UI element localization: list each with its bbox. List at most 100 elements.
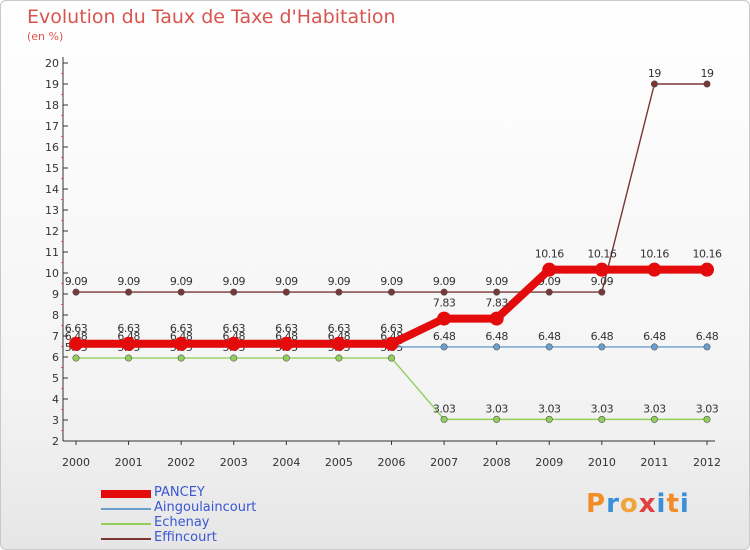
data-label: 9.09 bbox=[591, 275, 614, 288]
series-effincourt: 9.09 9.09 9.09 9.09 9.09 9.09 9.09 9.09 9.09 9.09… bbox=[65, 67, 714, 296]
data-label: 9.09 bbox=[275, 275, 298, 288]
x-tick-label: 2005 bbox=[325, 456, 353, 469]
data-point bbox=[226, 336, 241, 351]
data-point bbox=[650, 80, 658, 88]
data-label: 9.09 bbox=[170, 275, 193, 288]
x-tick-label: 2009 bbox=[535, 456, 563, 469]
data-point bbox=[384, 336, 399, 351]
data-point bbox=[335, 354, 343, 362]
data-label: 9.09 bbox=[380, 275, 403, 288]
data-point bbox=[121, 336, 136, 351]
data-label: 9.09 bbox=[223, 275, 246, 288]
y-tick-label: 6 bbox=[52, 351, 59, 364]
x-tick-label: 2002 bbox=[167, 456, 195, 469]
data-point bbox=[489, 311, 504, 326]
y-tick-label: 8 bbox=[52, 309, 59, 322]
x-tick-label: 2000 bbox=[62, 456, 90, 469]
data-point bbox=[387, 354, 395, 362]
y-tick-label: 10 bbox=[45, 267, 59, 280]
data-label: 6.63 bbox=[275, 322, 298, 335]
chart-title: Evolution du Taux de Taxe d'Habitation bbox=[27, 6, 396, 28]
y-tick-label: 11 bbox=[45, 246, 59, 259]
data-point bbox=[230, 288, 238, 296]
data-point bbox=[174, 336, 189, 351]
data-point bbox=[703, 415, 711, 423]
data-point bbox=[282, 354, 290, 362]
data-label: 10.16 bbox=[640, 248, 669, 261]
data-label: 6.63 bbox=[170, 322, 193, 335]
y-tick-label: 2 bbox=[52, 435, 59, 448]
x-tick-label: 2001 bbox=[115, 456, 143, 469]
x-tick-label: 2008 bbox=[483, 456, 511, 469]
data-point bbox=[230, 354, 238, 362]
data-label: 9.09 bbox=[433, 275, 456, 288]
x-tick-label: 2004 bbox=[272, 456, 300, 469]
legend-swatch bbox=[101, 508, 151, 510]
data-label: 6.63 bbox=[117, 322, 140, 335]
data-point bbox=[594, 262, 609, 277]
data-point bbox=[279, 336, 294, 351]
data-point bbox=[440, 288, 448, 296]
y-tick-label: 9 bbox=[52, 288, 59, 301]
data-point bbox=[545, 343, 553, 351]
data-label: 9.09 bbox=[328, 275, 351, 288]
legend-swatch bbox=[101, 523, 151, 525]
data-label: 3.03 bbox=[643, 402, 666, 415]
legend-item: Echenay bbox=[101, 515, 361, 531]
data-point bbox=[650, 343, 658, 351]
data-label: 7.83 bbox=[485, 297, 508, 310]
data-point bbox=[493, 343, 501, 351]
y-tick-label: 19 bbox=[45, 78, 59, 91]
data-point bbox=[598, 343, 606, 351]
data-label: 19 bbox=[701, 67, 714, 80]
data-label: 3.03 bbox=[485, 402, 508, 415]
data-point bbox=[493, 288, 501, 296]
data-point bbox=[542, 262, 557, 277]
data-label: 6.48 bbox=[643, 330, 666, 343]
data-point bbox=[72, 288, 80, 296]
brand-logo: Proxiti bbox=[586, 489, 690, 519]
data-label: 3.03 bbox=[696, 402, 719, 415]
y-tick-label: 13 bbox=[45, 204, 59, 217]
data-label: 10.16 bbox=[535, 248, 564, 261]
data-label: 3.03 bbox=[433, 402, 456, 415]
y-tick-label: 15 bbox=[45, 162, 59, 175]
y-tick-label: 3 bbox=[52, 414, 59, 427]
data-label: 3.03 bbox=[591, 402, 614, 415]
data-point bbox=[437, 311, 452, 326]
data-point bbox=[598, 288, 606, 296]
series-echenay: 5.955.955.955.955.955.955.953.033.033.03… bbox=[65, 341, 719, 423]
legend-label: Aingoulaincourt bbox=[154, 500, 257, 515]
data-point bbox=[69, 336, 83, 351]
legend-item: Effincourt bbox=[101, 530, 361, 546]
x-tick-label: 2012 bbox=[693, 456, 721, 469]
data-label: 10.16 bbox=[587, 248, 616, 261]
legend-label: Echenay bbox=[154, 515, 210, 530]
data-point bbox=[72, 354, 80, 362]
data-label: 10.16 bbox=[693, 248, 722, 261]
legend-item: PANCEY bbox=[101, 485, 361, 501]
data-label: 6.48 bbox=[591, 330, 614, 343]
data-point bbox=[125, 288, 133, 296]
data-point bbox=[703, 80, 711, 88]
data-label: 9.09 bbox=[485, 275, 508, 288]
data-point bbox=[177, 288, 185, 296]
legend-label: Effincourt bbox=[154, 530, 217, 545]
legend-item: Aingoulaincourt bbox=[101, 500, 361, 516]
y-tick-label: 5 bbox=[52, 372, 59, 385]
y-tick-label: 18 bbox=[45, 99, 59, 112]
y-tick-label: 16 bbox=[45, 141, 59, 154]
x-tick-label: 2007 bbox=[430, 456, 458, 469]
data-point bbox=[545, 288, 553, 296]
data-point bbox=[703, 343, 711, 351]
data-label: 7.83 bbox=[433, 297, 456, 310]
data-point bbox=[335, 288, 343, 296]
data-point bbox=[331, 336, 346, 351]
data-label: 9.09 bbox=[117, 275, 140, 288]
data-label: 19 bbox=[648, 67, 661, 80]
data-point bbox=[650, 415, 658, 423]
legend-swatch bbox=[101, 538, 151, 540]
x-tick-label: 2010 bbox=[588, 456, 616, 469]
data-label: 6.63 bbox=[380, 322, 403, 335]
y-tick-label: 4 bbox=[52, 393, 59, 406]
